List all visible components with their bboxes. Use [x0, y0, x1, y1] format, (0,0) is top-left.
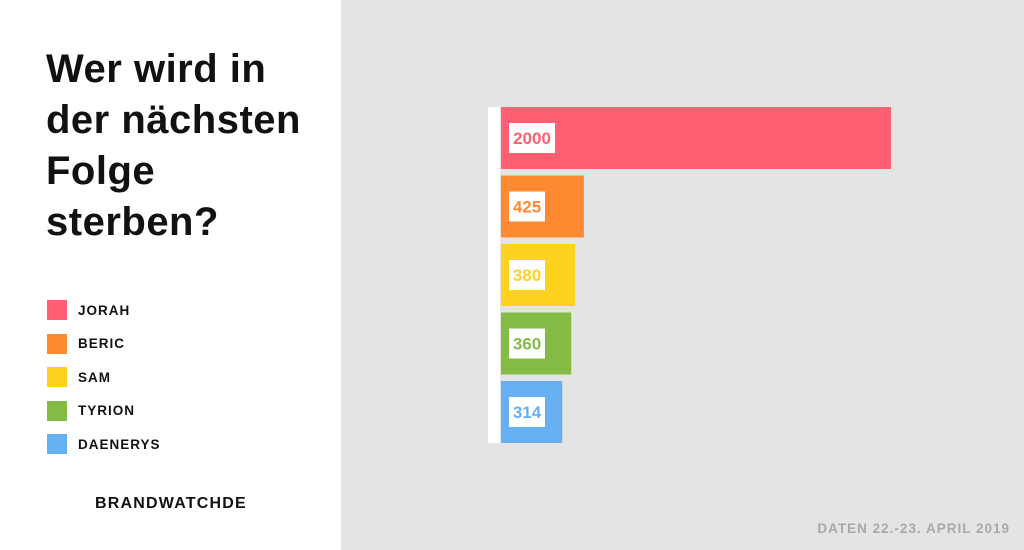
legend-label: DAENERYS: [78, 436, 161, 452]
legend-item-beric: BERIC: [47, 333, 161, 354]
legend-swatch: [47, 333, 67, 354]
data-label-box: [509, 123, 555, 153]
legend-label: TYRION: [78, 403, 136, 419]
legend-swatch: [47, 367, 67, 388]
chart-area: 2000 425 380 360 314 DATEN 22.-23. APRIL 201…: [341, 0, 1024, 550]
y-axis-line: [488, 107, 500, 443]
legend: JORAH BERIC SAM TYRION DAENERYS: [47, 300, 161, 468]
legend-item-daenerys: DAENERYS: [47, 434, 161, 455]
legend-label: JORAH: [78, 302, 131, 318]
data-label: 314: [513, 403, 542, 422]
data-label-box: [509, 397, 545, 427]
legend-item-jorah: JORAH: [47, 300, 161, 320]
left-panel: Wer wird in der nächsten Folge sterben? …: [0, 0, 341, 550]
legend-item-tyrion: TYRION: [47, 400, 161, 421]
data-label-box: [509, 260, 545, 290]
chart-title: Wer wird in der nächsten Folge sterben?: [46, 47, 301, 244]
data-label: 2000: [513, 129, 551, 148]
legend-swatch: [47, 400, 67, 421]
data-label-box: [509, 191, 545, 222]
bar-jorah: [501, 107, 891, 169]
data-label: 425: [513, 198, 541, 217]
data-label: 360: [513, 335, 541, 354]
legend-item-sam: SAM: [47, 367, 161, 388]
bar-chart: 2000 425 380 360 314: [488, 107, 891, 443]
brand-label: BRANDWATCHDE: [95, 495, 247, 512]
data-label-box: [509, 328, 545, 359]
legend-label: SAM: [78, 369, 111, 385]
legend-label: BERIC: [78, 336, 126, 352]
data-label: 380: [513, 266, 541, 285]
legend-swatch: [47, 434, 67, 455]
legend-swatch: [47, 300, 67, 320]
source-note: DATEN 22.-23. APRIL 2019: [817, 521, 1010, 536]
